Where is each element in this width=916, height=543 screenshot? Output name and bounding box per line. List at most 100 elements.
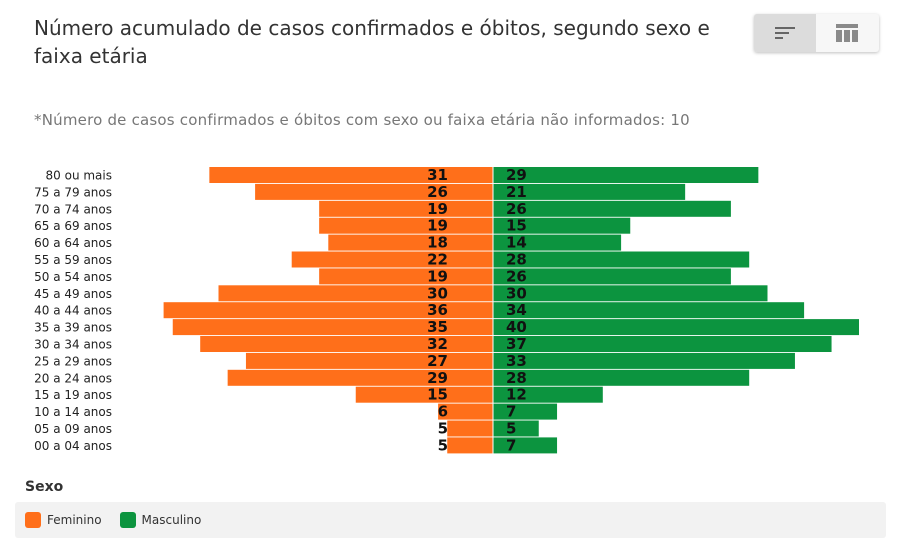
bar-feminino-65-a-69-anos[interactable] [319,217,493,234]
value-label-feminino-55-a-59-anos: 22 [427,251,448,269]
bar-masculino-80-ou-mais[interactable] [493,167,759,183]
value-label-feminino-60-a-64-anos: 18 [427,234,448,252]
category-label-70-a-74-anos: 70 a 74 anos [34,202,112,216]
category-label-20-a-24-anos: 20 a 24 anos [34,371,112,385]
category-label-45-a-49-anos: 45 a 49 anos [34,287,112,301]
bar-feminino-10-a-14-anos[interactable] [438,403,493,420]
value-label-feminino-05-a-09-anos: 5 [438,420,448,438]
value-label-masculino-75-a-79-anos: 21 [506,183,527,201]
bar-masculino-05-a-09-anos[interactable] [493,420,539,437]
category-label-60-a-64-anos: 60 a 64 anos [34,236,112,250]
bar-masculino-20-a-24-anos[interactable] [493,369,750,386]
value-label-feminino-15-a-19-anos: 15 [427,386,448,404]
legend-item-feminino[interactable]: Feminino [25,512,102,528]
bar-masculino-70-a-74-anos[interactable] [493,200,731,217]
table-icon [836,24,858,42]
bar-feminino-35-a-39-anos[interactable] [172,319,493,336]
value-label-masculino-55-a-59-anos: 28 [506,251,527,269]
value-label-feminino-25-a-29-anos: 27 [427,352,448,370]
chart-title: Número acumulado de casos confirmados e … [34,16,710,68]
bar-feminino-20-a-24-anos[interactable] [227,369,493,386]
value-label-masculino-05-a-09-anos: 5 [506,420,516,438]
value-label-feminino-30-a-34-anos: 32 [427,335,448,353]
bar-masculino-30-a-34-anos[interactable] [493,336,832,352]
value-label-feminino-80-ou-mais: 31 [427,166,448,184]
value-label-feminino-10-a-14-anos: 6 [438,403,448,421]
bar-masculino-65-a-69-anos[interactable] [493,217,631,234]
bar-masculino-35-a-39-anos[interactable] [493,319,859,336]
bar-masculino-40-a-44-anos[interactable] [493,302,805,319]
legend-title: Sexo [25,479,64,495]
category-label-10-a-14-anos: 10 a 14 anos [34,405,112,419]
legend-label-masculino: Masculino [141,513,202,527]
category-label-25-a-29-anos: 25 a 29 anos [34,354,112,368]
bar-masculino-55-a-59-anos[interactable] [493,251,750,268]
bar-feminino-25-a-29-anos[interactable] [245,352,493,369]
value-label-masculino-80-ou-mais: 29 [506,166,527,184]
bar-masculino-15-a-19-anos[interactable] [493,386,603,403]
category-label-05-a-09-anos: 05 a 09 anos [34,422,112,436]
category-label-35-a-39-anos: 35 a 39 anos [34,321,112,335]
bar-masculino-25-a-29-anos[interactable] [493,352,795,369]
value-label-feminino-35-a-39-anos: 35 [427,318,448,336]
bar-feminino-15-a-19-anos[interactable] [355,386,493,403]
bar-feminino-75-a-79-anos[interactable] [255,183,493,200]
bar-masculino-50-a-54-anos[interactable] [493,268,731,285]
value-label-masculino-15-a-19-anos: 12 [506,386,527,404]
missing-data-note: *Número de casos confirmados e óbitos co… [34,111,690,129]
table-view-button[interactable] [816,14,878,52]
value-label-masculino-40-a-44-anos: 34 [506,301,527,319]
value-label-masculino-00-a-04-anos: 7 [506,436,516,454]
value-label-feminino-70-a-74-anos: 19 [427,200,448,218]
bar-feminino-05-a-09-anos[interactable] [447,420,493,437]
value-label-masculino-30-a-34-anos: 37 [506,335,527,353]
bar-masculino-45-a-49-anos[interactable] [493,285,768,302]
category-label-15-a-19-anos: 15 a 19 anos [34,388,112,402]
category-label-65-a-69-anos: 65 a 69 anos [34,219,112,233]
value-label-masculino-60-a-64-anos: 14 [506,234,527,252]
legend-item-masculino[interactable]: Masculino [119,512,202,528]
category-label-40-a-44-anos: 40 a 44 anos [34,304,112,318]
bar-feminino-55-a-59-anos[interactable] [291,251,493,268]
value-label-feminino-75-a-79-anos: 26 [427,183,448,201]
category-label-80-ou-mais: 80 ou mais [46,169,112,183]
view-toggle [754,14,879,52]
bar-masculino-00-a-04-anos[interactable] [493,437,558,454]
value-label-feminino-50-a-54-anos: 19 [427,267,448,285]
category-label-75-a-79-anos: 75 a 79 anos [34,185,112,199]
value-label-feminino-00-a-04-anos: 5 [438,436,448,454]
legend: Feminino Masculino [15,502,886,538]
value-label-feminino-45-a-49-anos: 30 [427,284,448,302]
bar-feminino-60-a-64-anos[interactable] [328,234,493,251]
bar-feminino-45-a-49-anos[interactable] [218,285,494,302]
value-label-feminino-20-a-24-anos: 29 [427,369,448,387]
value-label-masculino-50-a-54-anos: 26 [506,267,527,285]
value-label-feminino-65-a-69-anos: 19 [427,217,448,235]
bar-masculino-60-a-64-anos[interactable] [493,234,622,251]
value-label-masculino-25-a-29-anos: 33 [506,352,527,370]
bar-chart-view-button[interactable] [754,14,816,52]
bar-chart-icon [775,27,795,39]
bar-feminino-80-ou-mais[interactable] [209,167,493,183]
value-label-masculino-70-a-74-anos: 26 [506,200,527,218]
value-label-feminino-40-a-44-anos: 36 [427,301,448,319]
category-label-00-a-04-anos: 00 a 04 anos [34,439,112,453]
value-label-masculino-20-a-24-anos: 28 [506,369,527,387]
value-label-masculino-35-a-39-anos: 40 [506,318,527,336]
bar-masculino-10-a-14-anos[interactable] [493,403,558,420]
legend-swatch-feminino [25,512,41,528]
bar-feminino-30-a-34-anos[interactable] [200,336,493,352]
category-label-30-a-34-anos: 30 a 34 anos [34,338,112,352]
value-label-masculino-10-a-14-anos: 7 [506,403,516,421]
value-label-masculino-45-a-49-anos: 30 [506,284,527,302]
bar-feminino-40-a-44-anos[interactable] [163,302,493,319]
legend-swatch-masculino [119,512,136,528]
bar-masculino-75-a-79-anos[interactable] [493,183,686,200]
bar-feminino-70-a-74-anos[interactable] [319,200,493,217]
category-label-55-a-59-anos: 55 a 59 anos [34,253,112,267]
legend-label-feminino: Feminino [47,513,102,527]
category-label-50-a-54-anos: 50 a 54 anos [34,270,112,284]
bar-feminino-00-a-04-anos[interactable] [447,437,493,454]
bar-feminino-50-a-54-anos[interactable] [319,268,493,285]
